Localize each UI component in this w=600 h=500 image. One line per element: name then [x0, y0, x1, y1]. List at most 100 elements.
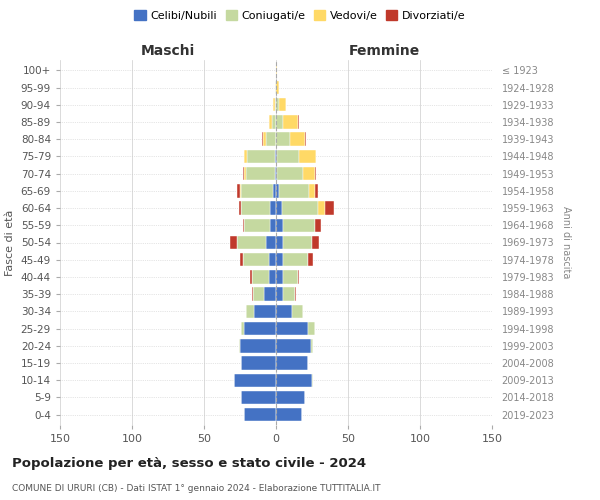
- Bar: [276, 64, 277, 77]
- Bar: [237, 184, 240, 198]
- Y-axis label: Fasce di età: Fasce di età: [5, 210, 15, 276]
- Bar: [230, 236, 237, 249]
- Bar: [273, 98, 275, 112]
- Bar: [244, 218, 270, 232]
- Bar: [253, 288, 265, 301]
- Bar: [241, 390, 276, 404]
- Text: Popolazione per età, sesso e stato civile - 2024: Popolazione per età, sesso e stato civil…: [12, 458, 366, 470]
- Bar: [276, 390, 305, 404]
- Bar: [275, 150, 276, 163]
- Bar: [279, 184, 309, 198]
- Bar: [295, 288, 296, 301]
- Bar: [269, 116, 272, 128]
- Bar: [276, 132, 290, 146]
- Bar: [276, 322, 308, 336]
- Bar: [298, 270, 299, 283]
- Bar: [283, 270, 298, 283]
- Bar: [276, 184, 279, 198]
- Bar: [298, 116, 299, 128]
- Bar: [277, 167, 304, 180]
- Bar: [312, 236, 319, 249]
- Bar: [283, 236, 312, 249]
- Bar: [234, 374, 276, 387]
- Text: Femmine: Femmine: [349, 44, 419, 59]
- Bar: [241, 322, 244, 336]
- Bar: [275, 98, 276, 112]
- Bar: [240, 253, 243, 266]
- Bar: [276, 270, 283, 283]
- Bar: [272, 116, 276, 128]
- Bar: [311, 339, 313, 352]
- Bar: [243, 167, 244, 180]
- Bar: [276, 408, 302, 422]
- Bar: [276, 374, 312, 387]
- Bar: [309, 184, 315, 198]
- Legend: Celibi/Nubili, Coniugati/e, Vedovi/e, Divorziati/e: Celibi/Nubili, Coniugati/e, Vedovi/e, Di…: [130, 6, 470, 25]
- Bar: [269, 253, 276, 266]
- Bar: [265, 288, 276, 301]
- Bar: [275, 167, 276, 180]
- Text: COMUNE DI URURI (CB) - Dati ISTAT 1° gennaio 2024 - Elaborazione TUTTITALIA.IT: COMUNE DI URURI (CB) - Dati ISTAT 1° gen…: [12, 484, 380, 493]
- Bar: [283, 218, 315, 232]
- Bar: [243, 218, 244, 232]
- Bar: [239, 202, 241, 215]
- Bar: [279, 98, 286, 112]
- Bar: [325, 202, 334, 215]
- Bar: [241, 356, 276, 370]
- Bar: [283, 116, 298, 128]
- Bar: [246, 304, 254, 318]
- Bar: [305, 132, 306, 146]
- Bar: [276, 288, 283, 301]
- Bar: [276, 81, 279, 94]
- Bar: [240, 184, 241, 198]
- Bar: [276, 339, 311, 352]
- Bar: [315, 184, 318, 198]
- Bar: [283, 253, 308, 266]
- Bar: [239, 339, 240, 352]
- Bar: [318, 202, 325, 215]
- Bar: [251, 288, 253, 301]
- Bar: [276, 150, 277, 163]
- Bar: [290, 132, 305, 146]
- Bar: [240, 339, 276, 352]
- Bar: [269, 270, 276, 283]
- Bar: [276, 236, 283, 249]
- Bar: [250, 270, 251, 283]
- Text: Maschi: Maschi: [141, 44, 195, 59]
- Bar: [304, 167, 315, 180]
- Bar: [244, 322, 276, 336]
- Bar: [241, 202, 270, 215]
- Bar: [244, 150, 247, 163]
- Bar: [244, 167, 246, 180]
- Bar: [246, 167, 275, 180]
- Bar: [276, 218, 283, 232]
- Bar: [270, 218, 276, 232]
- Bar: [266, 236, 276, 249]
- Bar: [283, 288, 295, 301]
- Bar: [266, 132, 276, 146]
- Bar: [277, 150, 299, 163]
- Bar: [237, 236, 266, 249]
- Bar: [308, 253, 313, 266]
- Bar: [315, 218, 320, 232]
- Bar: [276, 202, 282, 215]
- Bar: [276, 304, 292, 318]
- Bar: [270, 202, 276, 215]
- Bar: [247, 150, 275, 163]
- Bar: [262, 132, 263, 146]
- Bar: [276, 167, 277, 180]
- Bar: [315, 167, 316, 180]
- Bar: [312, 374, 313, 387]
- Bar: [241, 184, 273, 198]
- Bar: [243, 253, 269, 266]
- Bar: [282, 202, 318, 215]
- Bar: [251, 270, 269, 283]
- Bar: [244, 408, 276, 422]
- Bar: [276, 356, 308, 370]
- Bar: [299, 150, 316, 163]
- Bar: [275, 81, 276, 94]
- Bar: [273, 184, 276, 198]
- Y-axis label: Anni di nascita: Anni di nascita: [561, 206, 571, 279]
- Bar: [276, 253, 283, 266]
- Bar: [263, 132, 266, 146]
